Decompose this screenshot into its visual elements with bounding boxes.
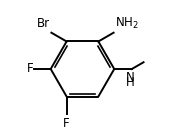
Text: F: F: [63, 117, 70, 130]
Text: N: N: [126, 71, 135, 84]
Text: H: H: [126, 76, 135, 89]
Text: F: F: [26, 63, 33, 75]
Text: NH$_2$: NH$_2$: [115, 16, 139, 31]
Text: Br: Br: [37, 17, 50, 30]
